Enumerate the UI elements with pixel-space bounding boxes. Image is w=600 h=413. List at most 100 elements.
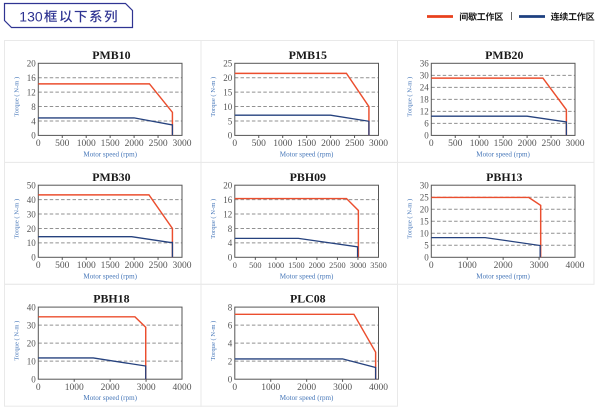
svg-text:Motor speed (rpm): Motor speed (rpm) — [280, 272, 334, 280]
svg-text:20: 20 — [223, 73, 233, 83]
svg-text:3000: 3000 — [173, 261, 192, 271]
svg-text:16: 16 — [27, 73, 37, 83]
svg-text:3000: 3000 — [333, 383, 352, 393]
svg-text:0: 0 — [228, 375, 233, 385]
svg-text:12: 12 — [27, 87, 36, 97]
svg-text:1000: 1000 — [458, 261, 477, 271]
svg-text:500: 500 — [249, 261, 261, 270]
svg-text:25: 25 — [420, 193, 430, 203]
svg-text:2000: 2000 — [125, 139, 144, 149]
svg-text:2: 2 — [228, 356, 233, 366]
svg-text:4: 4 — [228, 338, 233, 348]
svg-text:PMB20: PMB20 — [485, 48, 523, 62]
svg-text:Motor speed (rpm): Motor speed (rpm) — [83, 150, 137, 158]
svg-text:Motor speed (rpm): Motor speed (rpm) — [83, 272, 137, 280]
svg-text:2000: 2000 — [125, 261, 144, 271]
svg-text:0: 0 — [232, 139, 237, 149]
svg-text:500: 500 — [448, 139, 463, 149]
svg-text:18: 18 — [420, 95, 430, 105]
svg-text:0: 0 — [429, 139, 434, 149]
svg-text:PBH09: PBH09 — [290, 170, 326, 184]
svg-text:PMB30: PMB30 — [92, 170, 130, 184]
svg-text:20: 20 — [420, 205, 430, 215]
svg-text:15: 15 — [420, 217, 430, 227]
svg-text:Motor speed (rpm): Motor speed (rpm) — [280, 150, 334, 158]
svg-text:Motor speed (rpm): Motor speed (rpm) — [83, 394, 137, 402]
svg-text:Torque ( N-m ): Torque ( N-m ) — [210, 77, 217, 117]
svg-text:25: 25 — [223, 59, 233, 69]
svg-text:2500: 2500 — [149, 139, 168, 149]
svg-text:0: 0 — [424, 253, 429, 263]
svg-text:8: 8 — [31, 102, 36, 112]
svg-text:PLC08: PLC08 — [290, 292, 326, 306]
svg-text:2000: 2000 — [494, 261, 513, 271]
svg-text:Torque ( N-m ): Torque ( N-m ) — [14, 321, 21, 361]
svg-text:3500: 3500 — [370, 261, 387, 270]
svg-text:5: 5 — [228, 116, 233, 126]
svg-text:2000: 2000 — [297, 383, 316, 393]
svg-text:2000: 2000 — [309, 261, 326, 270]
svg-text:12: 12 — [223, 209, 232, 219]
svg-text:6: 6 — [228, 320, 233, 330]
svg-text:1500: 1500 — [288, 261, 305, 270]
svg-text:3000: 3000 — [173, 139, 192, 149]
svg-text:PBH18: PBH18 — [93, 292, 129, 306]
svg-text:0: 0 — [31, 375, 36, 385]
svg-text:4000: 4000 — [173, 383, 192, 393]
svg-text:Torque ( N-m ): Torque ( N-m ) — [407, 199, 414, 239]
svg-text:50: 50 — [27, 181, 37, 191]
svg-text:8: 8 — [228, 224, 233, 234]
svg-text:1000: 1000 — [268, 261, 285, 270]
svg-text:1000: 1000 — [77, 139, 96, 149]
svg-text:0: 0 — [228, 131, 233, 141]
svg-text:2000: 2000 — [101, 383, 120, 393]
svg-text:20: 20 — [27, 59, 37, 69]
svg-text:2000: 2000 — [321, 139, 340, 149]
svg-text:130: 130 — [19, 8, 43, 24]
svg-text:Torque ( N-m ): Torque ( N-m ) — [407, 77, 414, 117]
svg-text:20: 20 — [27, 338, 37, 348]
svg-text:30: 30 — [27, 320, 37, 330]
svg-text:40: 40 — [27, 302, 37, 312]
svg-text:3000: 3000 — [530, 261, 549, 271]
svg-text:30: 30 — [27, 209, 37, 219]
svg-text:3000: 3000 — [350, 261, 367, 270]
svg-text:20: 20 — [27, 224, 37, 234]
svg-text:4000: 4000 — [369, 383, 388, 393]
svg-text:30: 30 — [420, 181, 430, 191]
svg-text:5: 5 — [424, 241, 429, 251]
svg-text:10: 10 — [223, 102, 233, 112]
svg-text:4: 4 — [31, 116, 36, 126]
svg-text:1000: 1000 — [261, 383, 280, 393]
svg-text:10: 10 — [27, 238, 37, 248]
svg-text:PMB15: PMB15 — [289, 48, 327, 62]
svg-text:20: 20 — [223, 181, 233, 191]
svg-text:1000: 1000 — [273, 139, 292, 149]
svg-text:1000: 1000 — [77, 261, 96, 271]
svg-text:0: 0 — [232, 383, 237, 393]
svg-text:12: 12 — [420, 107, 429, 117]
svg-text:Torque ( N-m ): Torque ( N-m ) — [14, 199, 21, 239]
svg-text:10: 10 — [27, 356, 37, 366]
svg-text:500: 500 — [55, 261, 70, 271]
svg-text:3000: 3000 — [566, 139, 585, 149]
svg-text:30: 30 — [420, 71, 430, 81]
svg-text:10: 10 — [420, 229, 430, 239]
svg-text:16: 16 — [223, 195, 233, 205]
svg-text:Motor speed (rpm): Motor speed (rpm) — [476, 272, 530, 280]
svg-text:PMB10: PMB10 — [92, 48, 130, 62]
svg-text:500: 500 — [252, 139, 267, 149]
svg-text:Torque ( N-m ): Torque ( N-m ) — [14, 77, 21, 117]
svg-text:3000: 3000 — [369, 139, 388, 149]
svg-text:1500: 1500 — [101, 261, 120, 271]
svg-text:3000: 3000 — [137, 383, 156, 393]
svg-text:0: 0 — [36, 383, 41, 393]
svg-text:0: 0 — [36, 139, 41, 149]
svg-text:1500: 1500 — [101, 139, 120, 149]
svg-text:6: 6 — [424, 119, 429, 129]
svg-text:2500: 2500 — [345, 139, 364, 149]
svg-text:1500: 1500 — [494, 139, 513, 149]
svg-text:2500: 2500 — [542, 139, 561, 149]
svg-text:36: 36 — [420, 59, 430, 69]
svg-text:4000: 4000 — [566, 261, 585, 271]
